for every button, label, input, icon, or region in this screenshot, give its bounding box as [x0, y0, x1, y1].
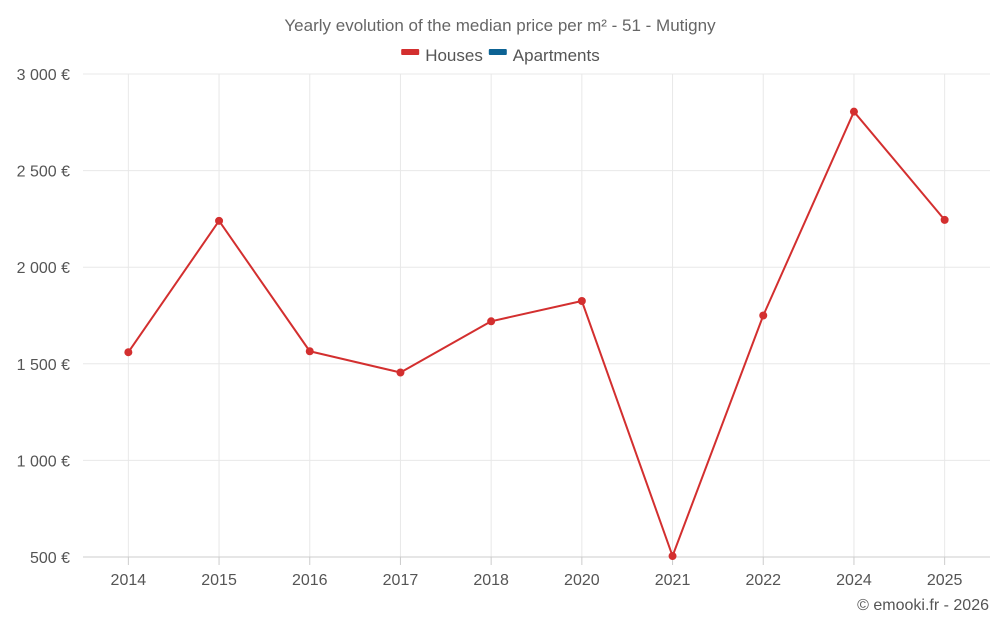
x-tick-label: 2015	[201, 572, 237, 589]
y-tick-label: 2 500 €	[17, 164, 70, 181]
y-tick-label: 2 000 €	[17, 260, 70, 277]
y-axis: 500 € 1 000 € 1 500 € 2 000 € 2 500 € 3 000 €	[17, 67, 70, 567]
grid	[83, 73, 990, 558]
y-tick-label: 1 000 €	[17, 453, 70, 470]
x-tick-label: 2022	[745, 572, 781, 589]
x-tick-label: 2024	[836, 572, 872, 589]
data-point-houses-2017[interactable]	[396, 368, 405, 377]
series-line-houses	[127, 110, 946, 558]
y-tick-label: 1 500 €	[17, 357, 70, 374]
x-tick-label: 2016	[292, 572, 328, 589]
legend: Houses Apartments	[401, 46, 600, 65]
x-axis: 2014 2015 2016 2017 2018 2020 2021 2022 2024 2025	[83, 556, 990, 589]
data-point-houses-2014[interactable]	[124, 348, 133, 357]
series-layer	[124, 107, 949, 561]
chart-title: Yearly evolution of the median price per…	[284, 16, 716, 35]
data-point-houses-2024[interactable]	[849, 107, 858, 116]
data-point-houses-2018[interactable]	[487, 317, 496, 326]
data-point-houses-2015[interactable]	[215, 216, 224, 225]
x-tick-label: 2018	[473, 572, 509, 589]
x-tick-label: 2014	[111, 572, 147, 589]
y-tick-label: 3 000 €	[17, 67, 70, 84]
x-tick-label: 2020	[564, 572, 600, 589]
data-point-houses-2025[interactable]	[940, 215, 949, 224]
credit-text: © emooki.fr - 2026	[857, 597, 989, 614]
legend-swatch-apartments[interactable]	[488, 49, 507, 55]
x-tick-label: 2017	[383, 572, 419, 589]
data-point-houses-2022[interactable]	[759, 311, 768, 320]
y-tick-label: 500 €	[30, 550, 70, 567]
data-point-houses-2021[interactable]	[668, 552, 677, 561]
data-point-houses-2016[interactable]	[305, 347, 314, 356]
x-tick-label: 2025	[927, 572, 963, 589]
legend-label-apartments[interactable]: Apartments	[513, 46, 600, 65]
legend-label-houses[interactable]: Houses	[425, 46, 483, 65]
data-point-houses-2020[interactable]	[577, 297, 586, 306]
legend-swatch-houses[interactable]	[401, 49, 420, 55]
x-tick-label: 2021	[655, 572, 691, 589]
